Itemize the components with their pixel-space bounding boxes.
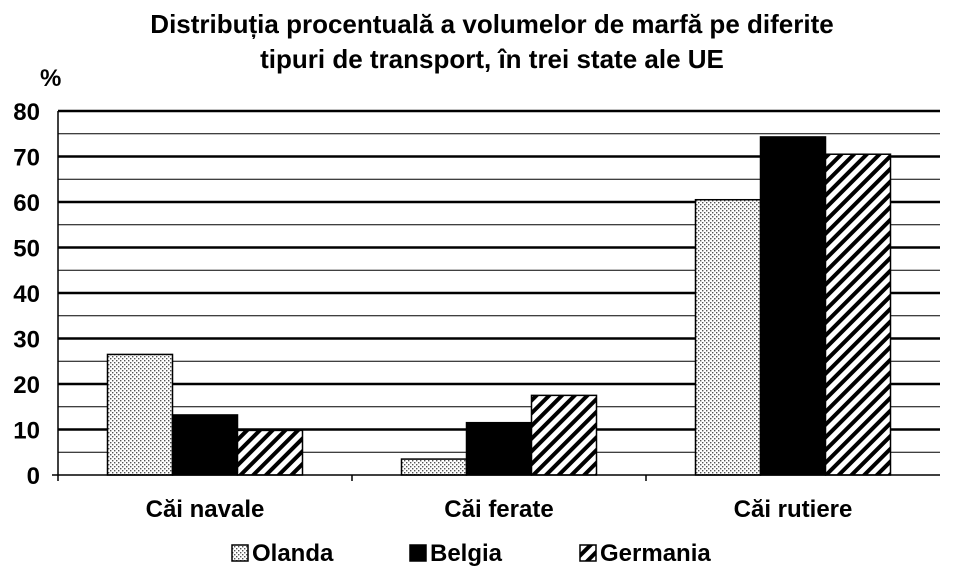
y-axis-label: %: [40, 65, 61, 92]
y-tick-label: 80: [13, 99, 40, 126]
legend-swatch-olanda: [231, 544, 249, 562]
bar-olanda-2: [400, 458, 468, 476]
y-tick-label: 20: [13, 372, 40, 399]
y-tick-label: 60: [13, 190, 40, 217]
y-tick-labels: 0 10 20 30 40 50 60 70 80: [13, 99, 40, 490]
x-category-label: Căi rutiere: [734, 496, 853, 523]
bar-olanda-3: [694, 198, 762, 476]
bar-belgia-3: [759, 136, 827, 476]
bar-germania-1: [236, 429, 304, 476]
legend-swatch-belgia: [409, 544, 427, 562]
y-tick-label: 70: [13, 145, 40, 172]
bar-belgia-1: [171, 414, 239, 476]
legend-label-belgia: Belgia: [430, 540, 503, 567]
bar-olanda-1: [106, 353, 174, 476]
axes: [52, 111, 940, 481]
legend-label-germania: Germania: [600, 540, 711, 567]
legend-swatch-germania: [579, 544, 597, 562]
x-category-label: Căi ferate: [444, 496, 553, 523]
bars: [106, 136, 892, 476]
bar-belgia-2: [465, 421, 533, 476]
y-tick-label: 50: [13, 236, 40, 263]
legend: Olanda Belgia Germania: [231, 540, 711, 567]
bar-germania-2: [530, 394, 598, 476]
chart-title-line-2: tipuri de transport, în trei state ale U…: [260, 44, 724, 74]
y-tick-label: 40: [13, 281, 40, 308]
chart-title-line-1: Distribuția procentuală a volumelor de m…: [150, 9, 833, 39]
y-tick-label: 10: [13, 418, 40, 445]
x-category-label: Căi navale: [146, 496, 265, 523]
y-tick-label: 0: [27, 463, 40, 490]
x-category-labels: Căi navale Căi ferate Căi rutiere: [146, 496, 853, 523]
legend-label-olanda: Olanda: [252, 540, 334, 567]
y-tick-label: 30: [13, 327, 40, 354]
bar-germania-3: [824, 153, 892, 476]
